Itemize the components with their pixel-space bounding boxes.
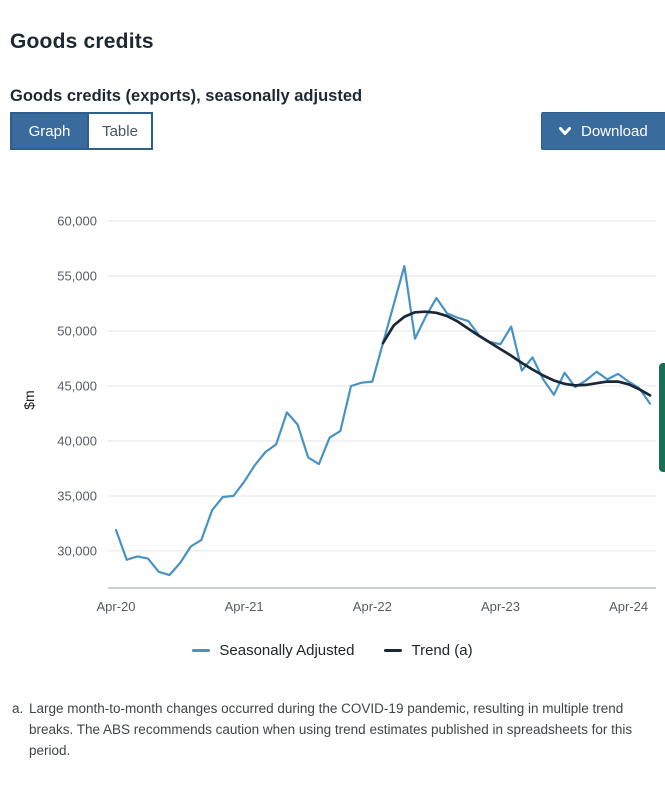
graph-tab-button[interactable]: Graph bbox=[12, 114, 87, 148]
series-lines bbox=[114, 264, 652, 577]
graph-table-toggle: Graph Table bbox=[10, 112, 153, 150]
x-tick-label: Apr-24 bbox=[609, 599, 648, 614]
footnote-text: Large month-to-month changes occurred du… bbox=[29, 701, 633, 758]
download-button[interactable]: Download bbox=[541, 112, 665, 150]
y-tick-label: 30,000 bbox=[57, 543, 97, 558]
y-tick-label: 45,000 bbox=[57, 378, 97, 393]
y-tick-label: 60,000 bbox=[57, 214, 97, 229]
feedback-side-tab[interactable] bbox=[659, 363, 665, 472]
legend-label: Trend (a) bbox=[411, 641, 473, 659]
legend-item[interactable]: Seasonally Adjusted bbox=[192, 642, 354, 659]
footnote: a. Large month-to-month changes occurred… bbox=[12, 699, 658, 762]
table-tab-button[interactable]: Table bbox=[87, 114, 151, 148]
x-tick-label: Apr-23 bbox=[481, 599, 520, 614]
legend-dash-icon bbox=[384, 648, 403, 652]
y-axis-tick-labels: 30,000 35,000 40,000 45,000 50,000 55,000 60,0… bbox=[57, 214, 97, 559]
legend-label: Seasonally Adjusted bbox=[219, 641, 355, 659]
y-axis-label: $m bbox=[21, 390, 37, 409]
footnote-marker: a. bbox=[12, 701, 24, 716]
download-button-label: Download bbox=[581, 122, 648, 140]
y-tick-label: 40,000 bbox=[57, 433, 97, 448]
legend-item[interactable]: Trend (a) bbox=[384, 641, 473, 659]
x-tick-label: Apr-22 bbox=[353, 599, 392, 614]
y-tick-label: 35,000 bbox=[57, 488, 97, 503]
x-axis-tick-labels: Apr-20 Apr-21 Apr-22 Apr-23 Apr-24 bbox=[96, 599, 648, 614]
gridlines bbox=[108, 220, 656, 589]
x-tick-label: Apr-21 bbox=[225, 599, 264, 614]
y-tick-label: 50,000 bbox=[57, 323, 97, 338]
y-tick-label: 55,000 bbox=[57, 268, 97, 283]
chart-subtitle: Goods credits (exports), seasonally adju… bbox=[10, 86, 363, 105]
x-tick-label: Apr-20 bbox=[96, 599, 135, 614]
series-line-seasonally-adjusted bbox=[114, 264, 652, 577]
legend-dash-icon bbox=[192, 648, 211, 652]
line-chart: 30,000 35,000 40,000 45,000 50,000 55,000 60,0… bbox=[21, 214, 656, 614]
page-title: Goods credits bbox=[10, 30, 154, 54]
chart-legend: Seasonally Adjusted Trend (a) bbox=[0, 637, 665, 663]
chevron-down-icon bbox=[559, 127, 571, 135]
series-line-trend-a- bbox=[381, 310, 652, 397]
